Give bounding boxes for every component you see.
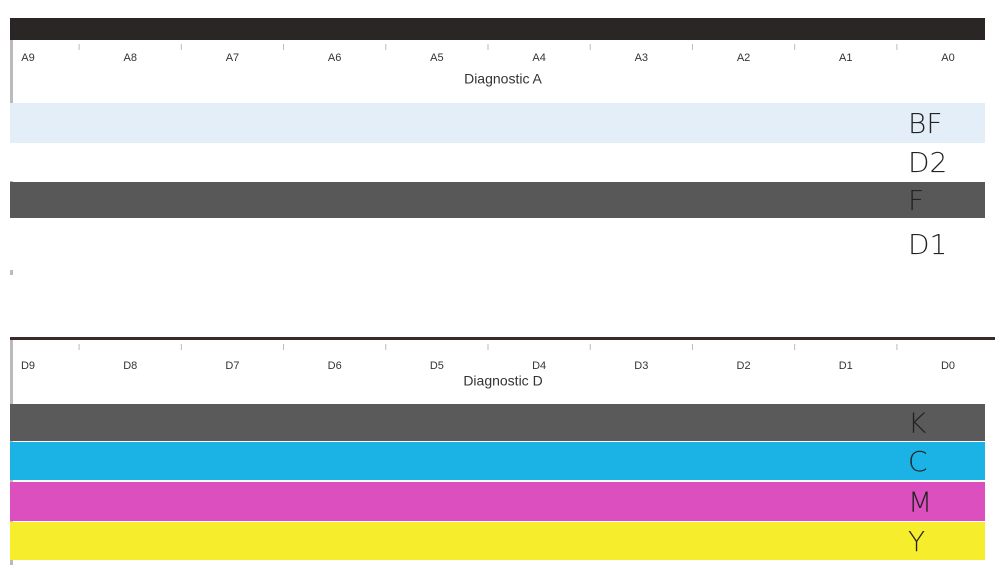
- band-label: M: [908, 486, 932, 519]
- band-label: K: [908, 407, 927, 440]
- band-label: BF: [908, 107, 942, 140]
- scale-label: A4: [532, 52, 545, 64]
- color-band: [10, 404, 985, 441]
- scale-label: A7: [226, 52, 239, 64]
- band-label: D1: [908, 228, 947, 261]
- scale-label: D3: [634, 360, 648, 372]
- band-label: Y: [908, 525, 925, 558]
- scale-label: A0: [941, 52, 954, 64]
- scale-label: D0: [941, 360, 955, 372]
- scale-label: A3: [635, 52, 648, 64]
- panel-title: Diagnostic D: [463, 373, 542, 389]
- band-label: C: [908, 445, 928, 478]
- scale-label: D6: [328, 360, 342, 372]
- top-line: [10, 337, 995, 340]
- band-label: F: [908, 184, 924, 217]
- color-band: [10, 442, 985, 480]
- top-bar: [10, 18, 985, 40]
- scale-label: A6: [328, 52, 341, 64]
- scale-label: A2: [737, 52, 750, 64]
- scale-label: D2: [737, 360, 751, 372]
- color-band: [10, 522, 985, 560]
- scale-label: D1: [839, 360, 853, 372]
- color-band: [10, 143, 985, 181]
- panel-title: Diagnostic A: [464, 71, 542, 87]
- scale-label: A5: [430, 52, 443, 64]
- scale-label: A9: [21, 52, 34, 64]
- color-band: [10, 482, 985, 521]
- band-label: D2: [908, 146, 947, 179]
- scale-label: D9: [21, 360, 35, 372]
- color-band: [10, 182, 985, 218]
- scale-label: A1: [839, 52, 852, 64]
- color-band: [10, 218, 985, 270]
- scale-label: D4: [532, 360, 546, 372]
- scale-label: D8: [123, 360, 137, 372]
- color-band: [10, 103, 985, 143]
- scale-label: D5: [430, 360, 444, 372]
- scale-label: D7: [225, 360, 239, 372]
- scale-label: A8: [123, 52, 136, 64]
